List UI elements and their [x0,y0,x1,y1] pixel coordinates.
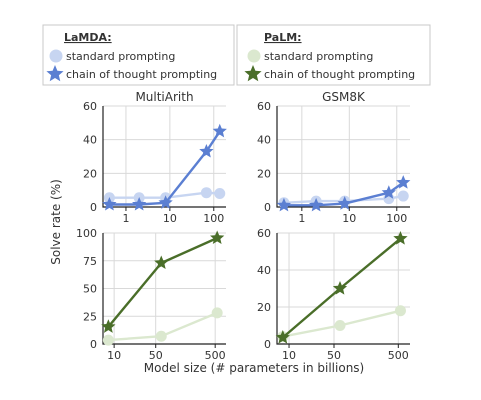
axis-spine [276,233,410,345]
panel-gsm8k-palm: 0 20 40 60 10 50 500 [257,227,410,362]
data-point-circle-standard [397,190,409,202]
x-tick-label: 1 [298,212,305,225]
y-tick-label: 40 [257,134,271,147]
y-tick-label: 20 [257,301,271,314]
legend-lamda-title: LaMDA: [64,31,112,44]
y-tick-label: 20 [83,167,97,180]
y-tick-label: 0 [90,201,97,214]
data-point-circle-standard [211,307,223,319]
data-point-circle-standard [334,320,346,331]
axis-spine [102,106,226,208]
data-point-star-cot [396,175,411,189]
x-tick-label: 1 [122,212,129,225]
legend-palm-standard-label: standard prompting [264,50,373,63]
data-point-star-cot [337,196,352,210]
legend-palm-standard-marker [247,49,261,63]
data-point-star-cot [393,231,408,245]
legend-lamda-cot-marker [46,65,64,82]
panel-gsm8k-lamda: 0 20 40 60 1 10 100 GSM8K [257,90,411,225]
legend-palm-cot-label: chain of thought prompting [264,68,415,81]
legend-lamda: LaMDA: standard prompting chain of thoug… [42,24,235,86]
data-point-star-cot [308,197,324,212]
data-point-star-cot [210,230,225,245]
x-tick-label: 10 [107,349,121,362]
y-tick-label: 40 [257,264,271,277]
y-tick-label: 40 [83,134,97,147]
y-tick-label: 0 [90,338,97,351]
x-tick-label: 10 [342,212,356,225]
legend-palm-frame [236,24,431,86]
panel-multiarith-lamda: 0 20 40 60 1 10 100 MultiArith [83,90,227,225]
data-point-circle-standard [102,334,114,346]
y-axis-label: Solve rate (%) [49,179,63,265]
x-tick-label: 500 [388,349,409,362]
x-tick-label: 100 [203,212,224,225]
panel-title: GSM8K [322,90,366,104]
y-tick-label: 60 [257,227,271,240]
x-tick-label: 50 [327,349,341,362]
data-point-star-cot [101,319,116,333]
axis-spine [276,106,410,208]
panel-title: MultiArith [135,90,193,104]
y-tick-label: 20 [257,167,271,180]
data-point-star-cot [158,195,173,209]
data-point-circle-standard [214,188,226,200]
y-tick-label: 50 [83,283,97,296]
y-tick-label: 100 [76,227,97,240]
y-tick-label: 60 [257,100,271,113]
legend-palm-cot-marker [244,65,262,82]
data-point-star-cot [132,196,147,211]
legend-palm: PaLM: standard prompting chain of though… [236,24,431,86]
legend-lamda-cot-label: chain of thought prompting [66,68,217,81]
data-point-star-cot [154,255,169,270]
legend-lamda-frame [42,24,235,86]
data-point-star-cot [212,123,227,138]
x-tick-label: 500 [205,349,226,362]
x-tick-label: 100 [386,212,407,225]
legend-lamda-standard-label: standard prompting [66,50,175,63]
data-point-circle-standard [200,187,212,199]
legend-lamda-standard-marker [49,49,63,63]
data-point-star-cot [381,185,396,199]
axis-spine [102,233,226,345]
x-tick-label: 10 [163,212,177,225]
data-point-star-cot [275,330,290,344]
y-tick-label: 0 [264,338,271,351]
data-point-star-cot [102,196,117,211]
y-tick-label: 25 [83,310,97,323]
y-tick-label: 75 [83,255,97,268]
x-axis-label: Model size (# parameters in billions) [144,361,364,375]
x-tick-label: 10 [282,349,296,362]
data-point-circle-standard [394,305,406,317]
panel-multiarith-palm: 0 25 50 75 100 10 50 500 [76,227,226,362]
data-point-star-cot [332,281,348,295]
data-point-circle-standard [155,330,167,342]
series-line-cot [107,236,218,328]
legend-palm-title: PaLM: [264,31,302,44]
data-point-star-cot [276,197,292,212]
y-tick-label: 0 [264,201,271,214]
y-tick-label: 60 [83,100,97,113]
data-point-star-cot [199,143,214,158]
x-tick-label: 50 [149,349,163,362]
